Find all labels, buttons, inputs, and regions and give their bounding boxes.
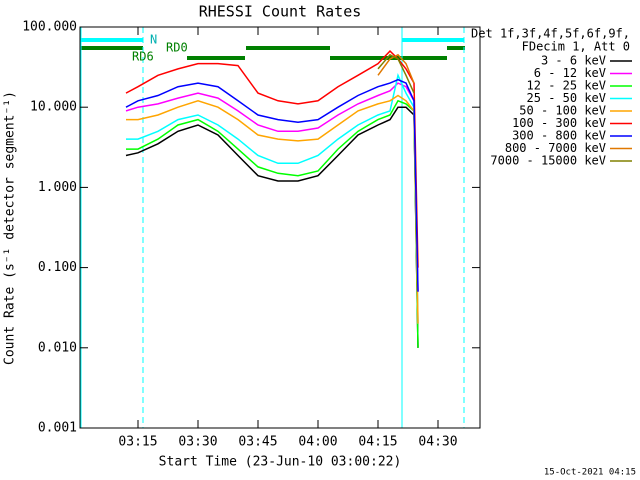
series-line — [126, 94, 419, 324]
y-tick-label: 0.001 — [38, 421, 77, 436]
legend-label: 6 - 12 keV — [534, 66, 606, 80]
y-tick-label: 1.000 — [38, 180, 77, 195]
annotation: N — [150, 33, 157, 47]
y-tick-label: 0.010 — [38, 340, 77, 355]
legend-label: 300 - 800 keV — [512, 129, 606, 143]
footer: 15-Oct-2021 04:15 — [544, 468, 636, 478]
legend-label: 3 - 6 keV — [541, 54, 606, 68]
series-line — [377, 53, 415, 84]
legend-label: 7000 - 15000 keV — [490, 154, 606, 168]
x-tick-label: 03:15 — [118, 435, 157, 450]
x-tick-label: 04:15 — [358, 435, 397, 450]
legend-label: 12 - 25 keV — [527, 79, 606, 93]
status-bars — [80, 38, 465, 60]
legend-title: Det 1f,3f,4f,5f,6f,9f, — [471, 27, 630, 41]
legend-label: 25 - 50 keV — [527, 91, 606, 105]
series-line — [126, 72, 419, 324]
series-line — [126, 99, 419, 348]
x-tick-label: 03:30 — [178, 435, 217, 450]
legend-label: 100 - 300 keV — [512, 116, 606, 130]
series-line — [125, 82, 419, 292]
legend-title: FDecim 1, Att 0 — [522, 40, 630, 54]
y-tick-label: 10.000 — [30, 100, 77, 115]
series-line — [377, 53, 415, 94]
legend-label: 50 - 100 keV — [519, 104, 606, 118]
y-tick-label: 100.000 — [22, 20, 77, 35]
y-axis-label: Count Rate (s⁻¹ detector segment⁻¹) — [3, 91, 18, 365]
chart-title: RHESSI Count Rates — [199, 3, 362, 21]
annotation: RD6 — [132, 50, 154, 64]
series-line — [125, 78, 419, 292]
y-tick-label: 0.100 — [38, 260, 77, 275]
x-tick-label: 04:30 — [418, 435, 457, 450]
x-tick-label: 04:00 — [298, 435, 337, 450]
x-tick-label: 03:45 — [238, 435, 277, 450]
x-axis-label: Start Time (23-Jun-10 03:00:22) — [159, 455, 402, 470]
annotation: RD0 — [166, 41, 188, 55]
vertical-markers — [80, 27, 465, 428]
series-line — [125, 106, 419, 348]
plot-frame — [79, 26, 481, 429]
legend-label: 800 - 7000 keV — [505, 141, 606, 155]
